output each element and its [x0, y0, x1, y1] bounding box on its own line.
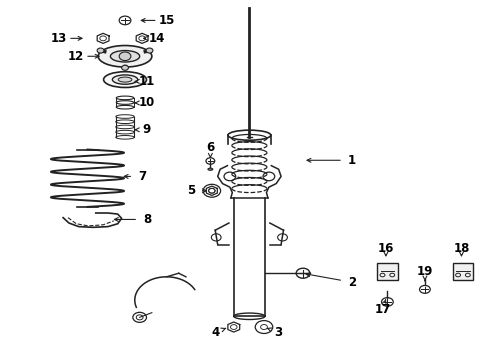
FancyBboxPatch shape	[376, 263, 397, 280]
Circle shape	[122, 65, 128, 70]
Text: 8: 8	[142, 213, 151, 226]
Ellipse shape	[118, 77, 132, 82]
FancyBboxPatch shape	[452, 263, 472, 280]
Text: 5: 5	[186, 184, 195, 197]
Text: 4: 4	[211, 326, 219, 339]
Circle shape	[97, 48, 104, 53]
Text: 15: 15	[158, 14, 174, 27]
Text: 11: 11	[139, 75, 155, 88]
Text: 2: 2	[347, 276, 355, 289]
Ellipse shape	[98, 45, 152, 67]
Ellipse shape	[207, 168, 212, 170]
Ellipse shape	[110, 50, 140, 62]
Circle shape	[119, 52, 131, 60]
Text: 6: 6	[206, 141, 214, 154]
Circle shape	[146, 48, 153, 53]
Text: 3: 3	[274, 326, 282, 339]
Text: 16: 16	[377, 242, 393, 255]
Ellipse shape	[112, 75, 138, 84]
Text: 9: 9	[142, 123, 151, 136]
Text: 7: 7	[138, 170, 146, 183]
Text: 13: 13	[51, 32, 67, 45]
Text: 12: 12	[68, 50, 84, 63]
Text: 1: 1	[347, 154, 355, 167]
Text: 10: 10	[139, 96, 155, 109]
Text: 19: 19	[416, 265, 432, 278]
Ellipse shape	[103, 72, 146, 87]
Text: 18: 18	[452, 242, 468, 255]
Text: 17: 17	[374, 303, 390, 316]
Text: 14: 14	[148, 32, 164, 45]
